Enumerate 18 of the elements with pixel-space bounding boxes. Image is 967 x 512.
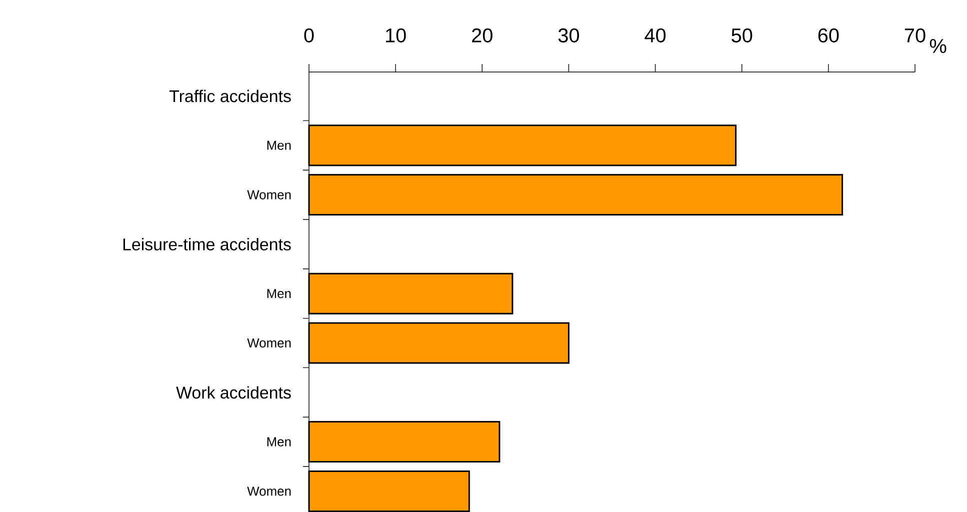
y-tick-label: Men xyxy=(267,437,291,446)
y-tick-label: Men xyxy=(267,140,291,150)
y-tick-label: Men xyxy=(267,289,291,298)
x-tick-label: 20 xyxy=(472,28,492,42)
x-tick-label: 70 xyxy=(904,28,926,42)
y-tick-label: Traffic accidents xyxy=(169,90,291,102)
y-tick-label: Women xyxy=(247,190,291,200)
x-tick-label: 10 xyxy=(386,28,406,42)
y-tick-label: Leisure-time accidents xyxy=(123,238,291,250)
x-tick-label: 30 xyxy=(558,28,580,42)
y-tick-label: Women xyxy=(247,486,291,496)
y-tick-label: Work accidents xyxy=(176,386,291,399)
x-tick-label: 50 xyxy=(732,28,752,42)
y-tick-label: Women xyxy=(247,338,291,348)
x-tick-label: 0 xyxy=(304,28,314,42)
x-tick-label: 40 xyxy=(644,28,666,42)
x-axis-title: % xyxy=(930,39,946,53)
x-tick-label: 60 xyxy=(818,28,839,42)
